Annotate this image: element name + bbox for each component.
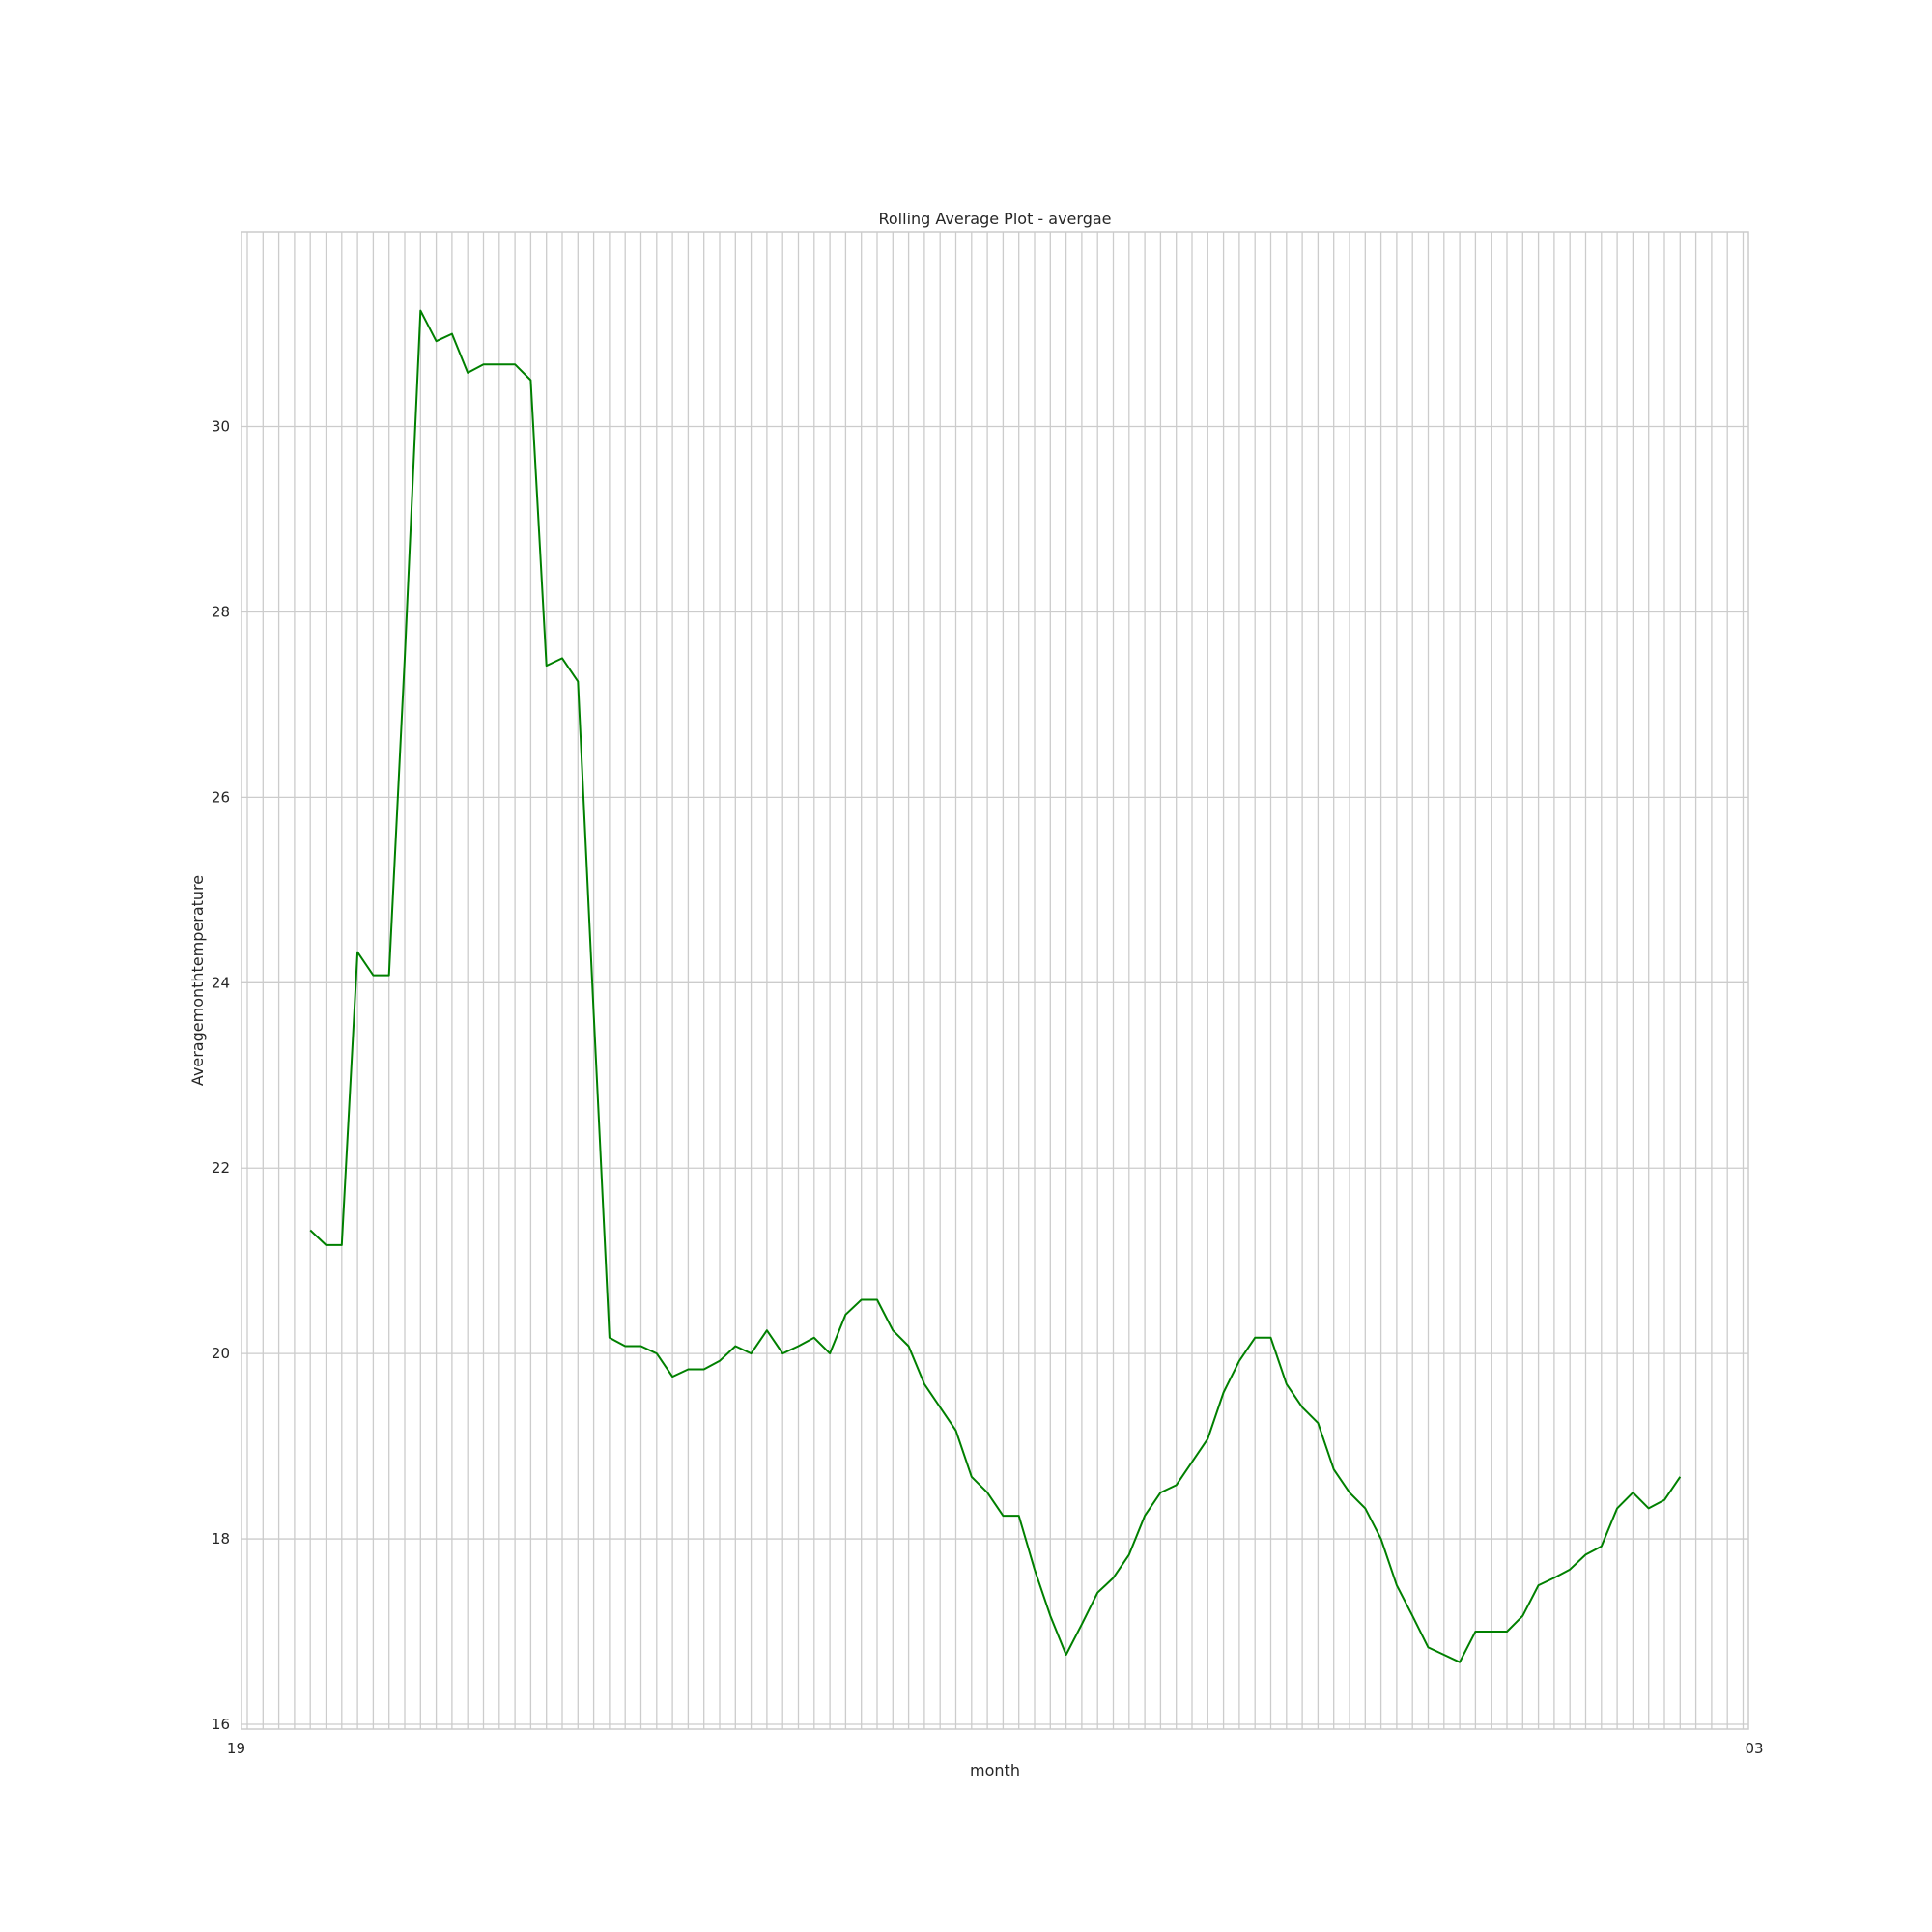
x-tick-labels: 19 03	[227, 1740, 1764, 1757]
y-tick-labels: 16 18 20 22 24 26 28 30	[212, 418, 230, 1733]
x-axis-title: month	[970, 1761, 1020, 1779]
series-layer	[309, 309, 1682, 1663]
rolling-average-line	[309, 309, 1682, 1663]
x-tick-label: 03	[1746, 1740, 1764, 1757]
x-tick-label: 19	[227, 1740, 245, 1757]
y-tick-label: 16	[212, 1716, 230, 1733]
plot-frame	[241, 231, 1749, 1730]
y-tick-label: 22	[212, 1159, 230, 1177]
y-tick-label: 18	[212, 1530, 230, 1548]
chart-title: Rolling Average Plot - avergae	[878, 210, 1111, 228]
y-tick-label: 26	[212, 788, 230, 806]
y-tick-label: 24	[212, 974, 230, 991]
y-tick-label: 28	[212, 603, 230, 620]
grid-layer	[242, 232, 1748, 1729]
y-tick-label: 30	[212, 418, 230, 436]
y-axis-title: Averagemonthtemperature	[188, 875, 207, 1086]
y-tick-label: 20	[212, 1345, 230, 1362]
